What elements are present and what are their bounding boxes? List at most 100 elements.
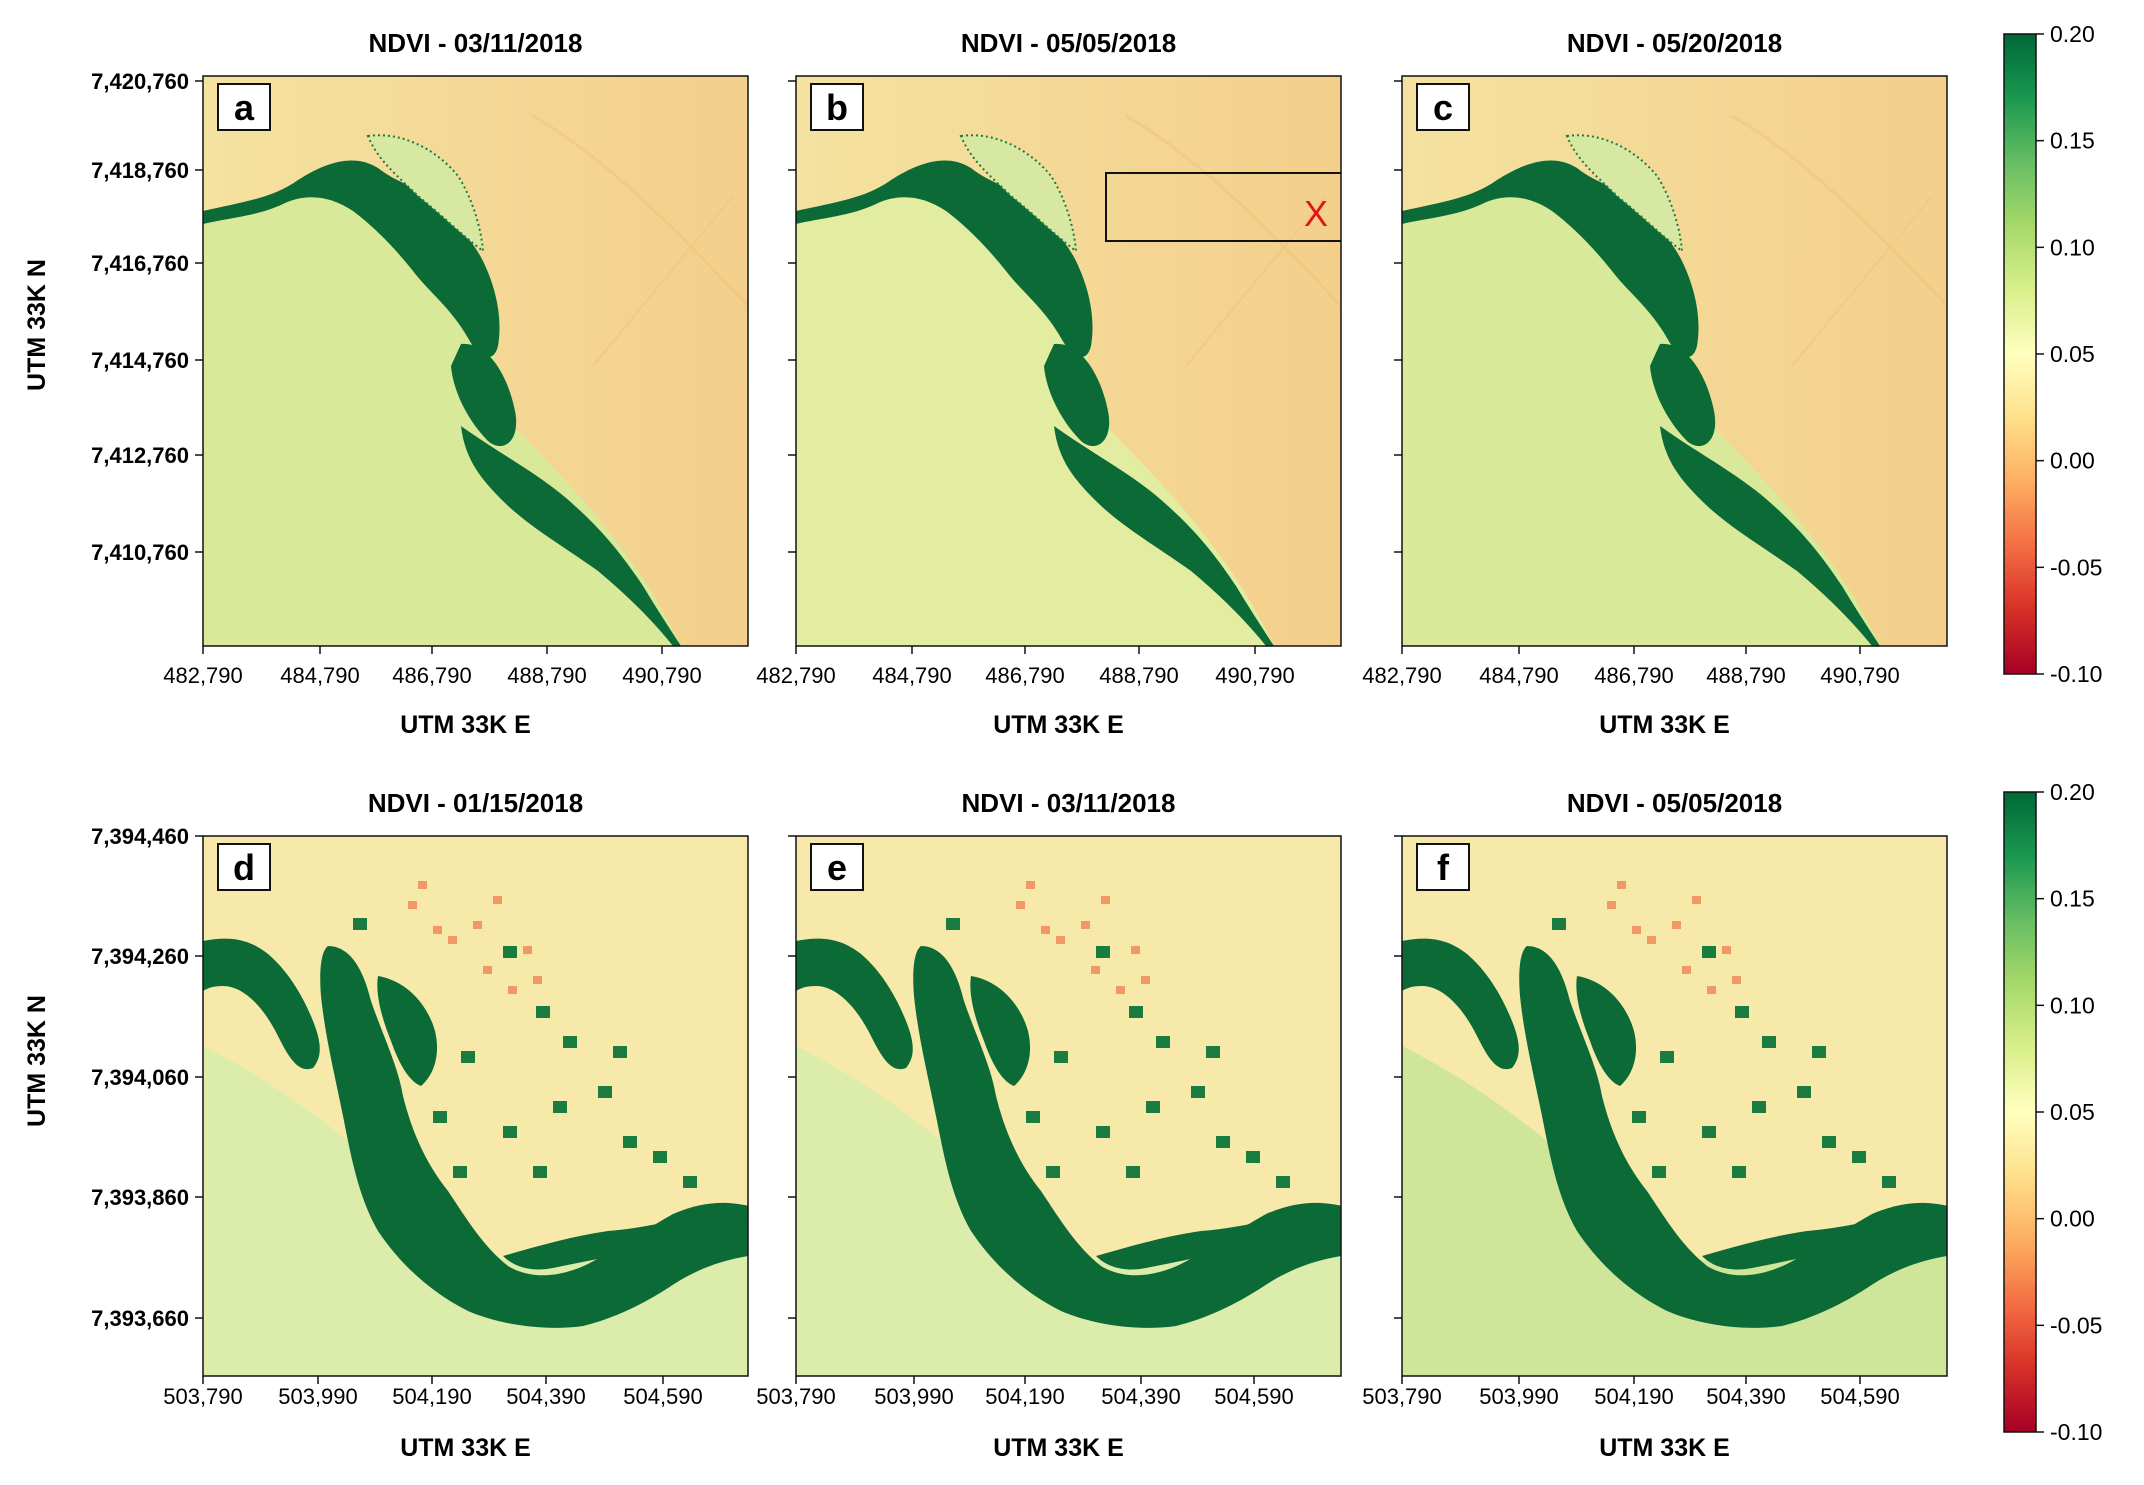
vegetation-pixel <box>1096 1126 1110 1138</box>
bare-soil-pixel <box>1131 946 1140 954</box>
vegetation-pixel <box>1129 1006 1143 1018</box>
panel-f: NDVI - 05/05/2018 f 503,790 503,990 504,190 5… <box>1362 788 1948 1462</box>
bare-soil-pixel <box>1026 881 1035 889</box>
bare-soil-pixel <box>1692 896 1701 904</box>
x-tick-label: 488,790 <box>1099 663 1179 688</box>
vegetation-patch <box>1054 426 1274 646</box>
vegetation-patch <box>796 938 913 1070</box>
colorbar-tick-label: 0.15 <box>2050 128 2095 154</box>
vegetation-pixel <box>1797 1086 1811 1098</box>
bare-soil-pixel <box>1682 966 1691 974</box>
colorbar-tick-label: -0.10 <box>2050 1419 2102 1445</box>
ndvi-map <box>796 836 1341 1376</box>
panel-letter-box <box>217 83 271 131</box>
x-tick-label: 503,790 <box>1362 1384 1442 1409</box>
colorbar-gradient <box>2003 791 2037 1433</box>
bare-soil-pixel <box>1607 901 1616 909</box>
vegetation-patch <box>1576 976 1637 1086</box>
x-tick-label: 486,790 <box>392 663 472 688</box>
vegetation-pixel <box>1054 1051 1068 1063</box>
panel-a: NDVI - 03/11/2018 a 7,420,760 7,418,760 7,41… <box>91 28 749 739</box>
bare-soil-pixel <box>1056 936 1065 944</box>
vegetation-pixel <box>683 1176 697 1188</box>
bare-soil-pixel <box>448 936 457 944</box>
vegetation-pixel <box>946 918 960 930</box>
y-tick-label: 7,393,660 <box>91 1306 189 1331</box>
vegetation-pixel <box>1852 1151 1866 1163</box>
y-axis-label: UTM 33K N <box>23 259 51 391</box>
vegetation-pixel <box>1552 918 1566 930</box>
panel-title: NDVI - 05/20/2018 <box>1567 28 1782 58</box>
x-tick-label: 504,390 <box>506 1384 586 1409</box>
vegetation-patch <box>1660 426 1880 646</box>
bare-soil-pixel <box>1041 926 1050 934</box>
bare-soil-pixel <box>418 881 427 889</box>
x-tick-label: 504,190 <box>985 1384 1065 1409</box>
vegetation-patch <box>451 343 517 447</box>
bare-soil-pixel <box>1647 936 1656 944</box>
panel-letter-box <box>810 843 864 891</box>
dune-streak <box>592 195 734 367</box>
panel-d: NDVI - 01/15/2018 d 7,394,460 7,394,260 7,39… <box>91 788 749 1462</box>
bare-soil-pixel <box>1016 901 1025 909</box>
x-tick-label: 482,790 <box>756 663 836 688</box>
panel-frame <box>202 75 749 647</box>
colorbar-tick-label: 0.20 <box>2050 21 2095 47</box>
vegetation-pixel <box>453 1166 467 1178</box>
x-tick-label: 503,790 <box>163 1384 243 1409</box>
vegetation-patch <box>1650 343 1716 447</box>
vegetation-pixel <box>1191 1086 1205 1098</box>
y-tick-label: 7,394,060 <box>91 1065 189 1090</box>
panel-letter: c <box>1433 87 1453 128</box>
panel-letter: a <box>234 87 255 128</box>
colorbar: 0.20 0.15 0.10 0.05 0.00 -0.05 -0.10 <box>2003 779 2102 1445</box>
x-tick-label: 504,590 <box>1214 1384 1294 1409</box>
vegetation-pixel <box>613 1046 627 1058</box>
panel-letter-box <box>810 83 864 131</box>
panel-frame <box>795 75 1342 647</box>
colorbar-tick-label: -0.05 <box>2050 1312 2102 1338</box>
x-tick-label: 486,790 <box>985 663 1065 688</box>
colorbar-tick-label: 0.05 <box>2050 341 2095 367</box>
vegetation-patch <box>461 426 681 646</box>
panel-letter-box <box>1416 83 1470 131</box>
vegetation-pixel <box>1216 1136 1230 1148</box>
y-tick-label: 7,394,460 <box>91 824 189 849</box>
vegetation-patch <box>503 1204 748 1270</box>
y-tick-label: 7,410,760 <box>91 540 189 565</box>
vegetation-pixel <box>1812 1046 1826 1058</box>
vegetation-pixel <box>553 1101 567 1113</box>
vegetation-patch <box>1402 160 1699 358</box>
vegetation-patch <box>796 160 1093 358</box>
x-tick-label: 490,790 <box>1215 663 1295 688</box>
vegetation-patch <box>913 946 1341 1328</box>
x-tick-label: 488,790 <box>1706 663 1786 688</box>
vegetation-pixel <box>1146 1101 1160 1113</box>
colorbar-tick-label: 0.10 <box>2050 992 2095 1018</box>
x-axis-label: UTM 33K E <box>993 711 1124 739</box>
vegetation-pixel <box>1632 1111 1646 1123</box>
x-tick-label: 504,590 <box>1820 1384 1900 1409</box>
vegetation-pixel <box>353 918 367 930</box>
vegetation-patch <box>320 946 748 1328</box>
vegetation-pixel <box>623 1136 637 1148</box>
x-tick-label: 484,790 <box>872 663 952 688</box>
dune-streak <box>1791 195 1933 367</box>
bare-soil-pixel <box>1672 921 1681 929</box>
location-marker: X <box>1304 193 1328 234</box>
vegetation-patch <box>377 976 438 1086</box>
sparse-vegetation <box>959 134 1078 254</box>
panel-letter: d <box>233 847 255 888</box>
panel-c: NDVI - 05/20/2018 c 482,790 484,790 486,790 4… <box>1362 28 1948 739</box>
highlight-box <box>1105 172 1341 242</box>
x-tick-label: 504,190 <box>1594 1384 1674 1409</box>
y-tick-label: 7,416,760 <box>91 251 189 276</box>
vegetation-pixel <box>653 1151 667 1163</box>
x-tick-label: 488,790 <box>507 663 587 688</box>
vegetation-pixel <box>461 1051 475 1063</box>
x-tick-label: 503,990 <box>1479 1384 1559 1409</box>
panel-title: NDVI - 05/05/2018 <box>961 28 1176 58</box>
ndvi-map <box>796 76 1341 646</box>
ndvi-map <box>1402 76 1947 646</box>
vegetation-pixel <box>1246 1151 1260 1163</box>
